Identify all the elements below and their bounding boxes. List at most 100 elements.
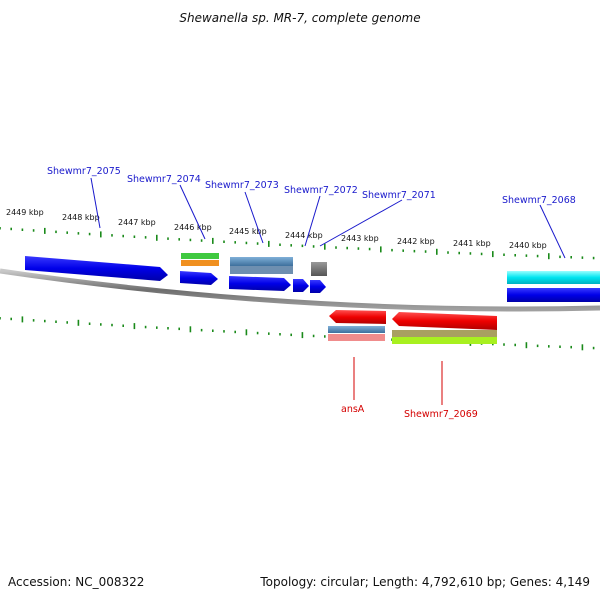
feature-block-steel[interactable] bbox=[230, 266, 293, 274]
major-tick bbox=[189, 326, 192, 333]
cds-arrow-reverse[interactable] bbox=[392, 312, 497, 330]
minor-tick bbox=[514, 343, 516, 347]
major-tick bbox=[133, 323, 136, 330]
feature-block-gray[interactable] bbox=[311, 262, 327, 276]
minor-tick bbox=[200, 239, 203, 242]
kbp-label: 2444 kbp bbox=[285, 231, 323, 240]
minor-tick bbox=[503, 253, 505, 256]
minor-tick bbox=[346, 246, 348, 250]
major-tick bbox=[525, 342, 528, 349]
minor-tick bbox=[77, 232, 80, 235]
minor-tick bbox=[570, 345, 572, 349]
minor-tick bbox=[548, 345, 550, 348]
minor-tick bbox=[133, 235, 136, 238]
minor-tick bbox=[480, 252, 483, 256]
minor-tick bbox=[245, 241, 248, 245]
minor-tick bbox=[458, 251, 460, 255]
cds-arrow[interactable] bbox=[180, 271, 218, 285]
minor-tick bbox=[256, 242, 259, 245]
inner-tick-ring bbox=[0, 316, 595, 351]
minor-tick bbox=[122, 234, 124, 238]
minor-tick bbox=[525, 254, 528, 257]
cds-arrow[interactable] bbox=[310, 280, 326, 293]
minor-tick bbox=[111, 234, 113, 237]
minor-tick bbox=[88, 322, 91, 325]
gene-label[interactable]: Shewmr7_2069 bbox=[404, 409, 478, 420]
feature-block-cyan[interactable] bbox=[507, 271, 600, 284]
gene-label[interactable]: Shewmr7_2068 bbox=[502, 195, 576, 206]
major-tick bbox=[212, 237, 214, 244]
minor-tick bbox=[234, 330, 236, 334]
cds-arrow[interactable] bbox=[229, 276, 291, 291]
kbp-label: 2442 kbp bbox=[397, 237, 435, 246]
minor-tick bbox=[223, 240, 225, 243]
cds-arrow[interactable] bbox=[293, 279, 309, 292]
minor-tick bbox=[44, 319, 46, 323]
minor-tick bbox=[21, 228, 24, 231]
minor-tick bbox=[312, 245, 315, 248]
feature-block-blue[interactable] bbox=[507, 288, 600, 302]
minor-tick bbox=[55, 320, 57, 323]
minor-tick bbox=[368, 247, 371, 251]
kbp-label: 2449 kbp bbox=[6, 208, 44, 217]
feature-block-green[interactable] bbox=[181, 253, 219, 259]
minor-tick bbox=[0, 227, 1, 230]
major-tick bbox=[581, 344, 584, 351]
feature-block-olive[interactable] bbox=[392, 330, 497, 337]
minor-tick bbox=[279, 333, 281, 336]
kbp-labels: 2449 kbp 2448 kbp 2447 kbp 2446 kbp 2445… bbox=[6, 208, 547, 250]
gene-label[interactable]: Shewmr7_2072 bbox=[284, 185, 358, 196]
minor-tick bbox=[536, 344, 539, 348]
kbp-label: 2448 kbp bbox=[62, 213, 100, 222]
minor-tick bbox=[223, 330, 225, 333]
kbp-label: 2440 kbp bbox=[509, 241, 547, 250]
minor-tick bbox=[581, 256, 584, 259]
major-tick bbox=[21, 316, 24, 323]
minor-tick bbox=[100, 323, 102, 326]
minor-tick bbox=[503, 343, 505, 346]
major-tick bbox=[44, 227, 46, 234]
feature-block-lime[interactable] bbox=[392, 337, 497, 344]
genome-backbone bbox=[0, 268, 600, 312]
gene-label[interactable]: Shewmr7_2074 bbox=[127, 174, 201, 185]
forward-features bbox=[25, 253, 600, 302]
minor-tick bbox=[391, 248, 393, 252]
minor-tick bbox=[536, 254, 539, 258]
gene-label[interactable]: Shewmr7_2071 bbox=[362, 190, 436, 201]
gene-label[interactable]: Shewmr7_2073 bbox=[205, 180, 279, 191]
feature-block-orange[interactable] bbox=[181, 260, 219, 266]
major-tick bbox=[100, 231, 102, 238]
minor-tick bbox=[178, 238, 180, 241]
leader-line bbox=[90, 177, 101, 229]
minor-tick bbox=[592, 256, 595, 260]
feature-block-steel[interactable] bbox=[328, 326, 385, 333]
kbp-label: 2441 kbp bbox=[453, 239, 491, 248]
minor-tick bbox=[167, 327, 169, 330]
gene-label[interactable]: Shewmr7_2075 bbox=[47, 166, 121, 177]
minor-tick bbox=[312, 334, 315, 338]
minor-tick bbox=[268, 332, 270, 335]
minor-tick bbox=[32, 319, 35, 322]
minor-tick bbox=[335, 246, 337, 249]
leader-line bbox=[539, 204, 566, 259]
minor-tick bbox=[178, 327, 180, 331]
minor-tick bbox=[55, 230, 57, 234]
minor-tick bbox=[290, 333, 292, 337]
cds-arrow[interactable] bbox=[25, 256, 168, 281]
feature-block-steel[interactable] bbox=[230, 257, 293, 266]
minor-tick bbox=[10, 227, 12, 231]
minor-tick bbox=[279, 243, 281, 246]
major-tick bbox=[301, 332, 304, 339]
minor-tick bbox=[447, 251, 449, 254]
minor-tick bbox=[413, 249, 416, 253]
minor-tick bbox=[324, 335, 326, 338]
gene-label[interactable]: ansA bbox=[341, 404, 365, 415]
kbp-label: 2445 kbp bbox=[229, 227, 267, 236]
minor-tick bbox=[570, 256, 572, 259]
cds-arrow-reverse[interactable] bbox=[329, 310, 386, 324]
feature-block-pink[interactable] bbox=[328, 334, 385, 341]
minor-tick bbox=[144, 236, 147, 239]
major-tick bbox=[436, 248, 438, 255]
accession-text: Accession: NC_008322 bbox=[8, 575, 144, 589]
